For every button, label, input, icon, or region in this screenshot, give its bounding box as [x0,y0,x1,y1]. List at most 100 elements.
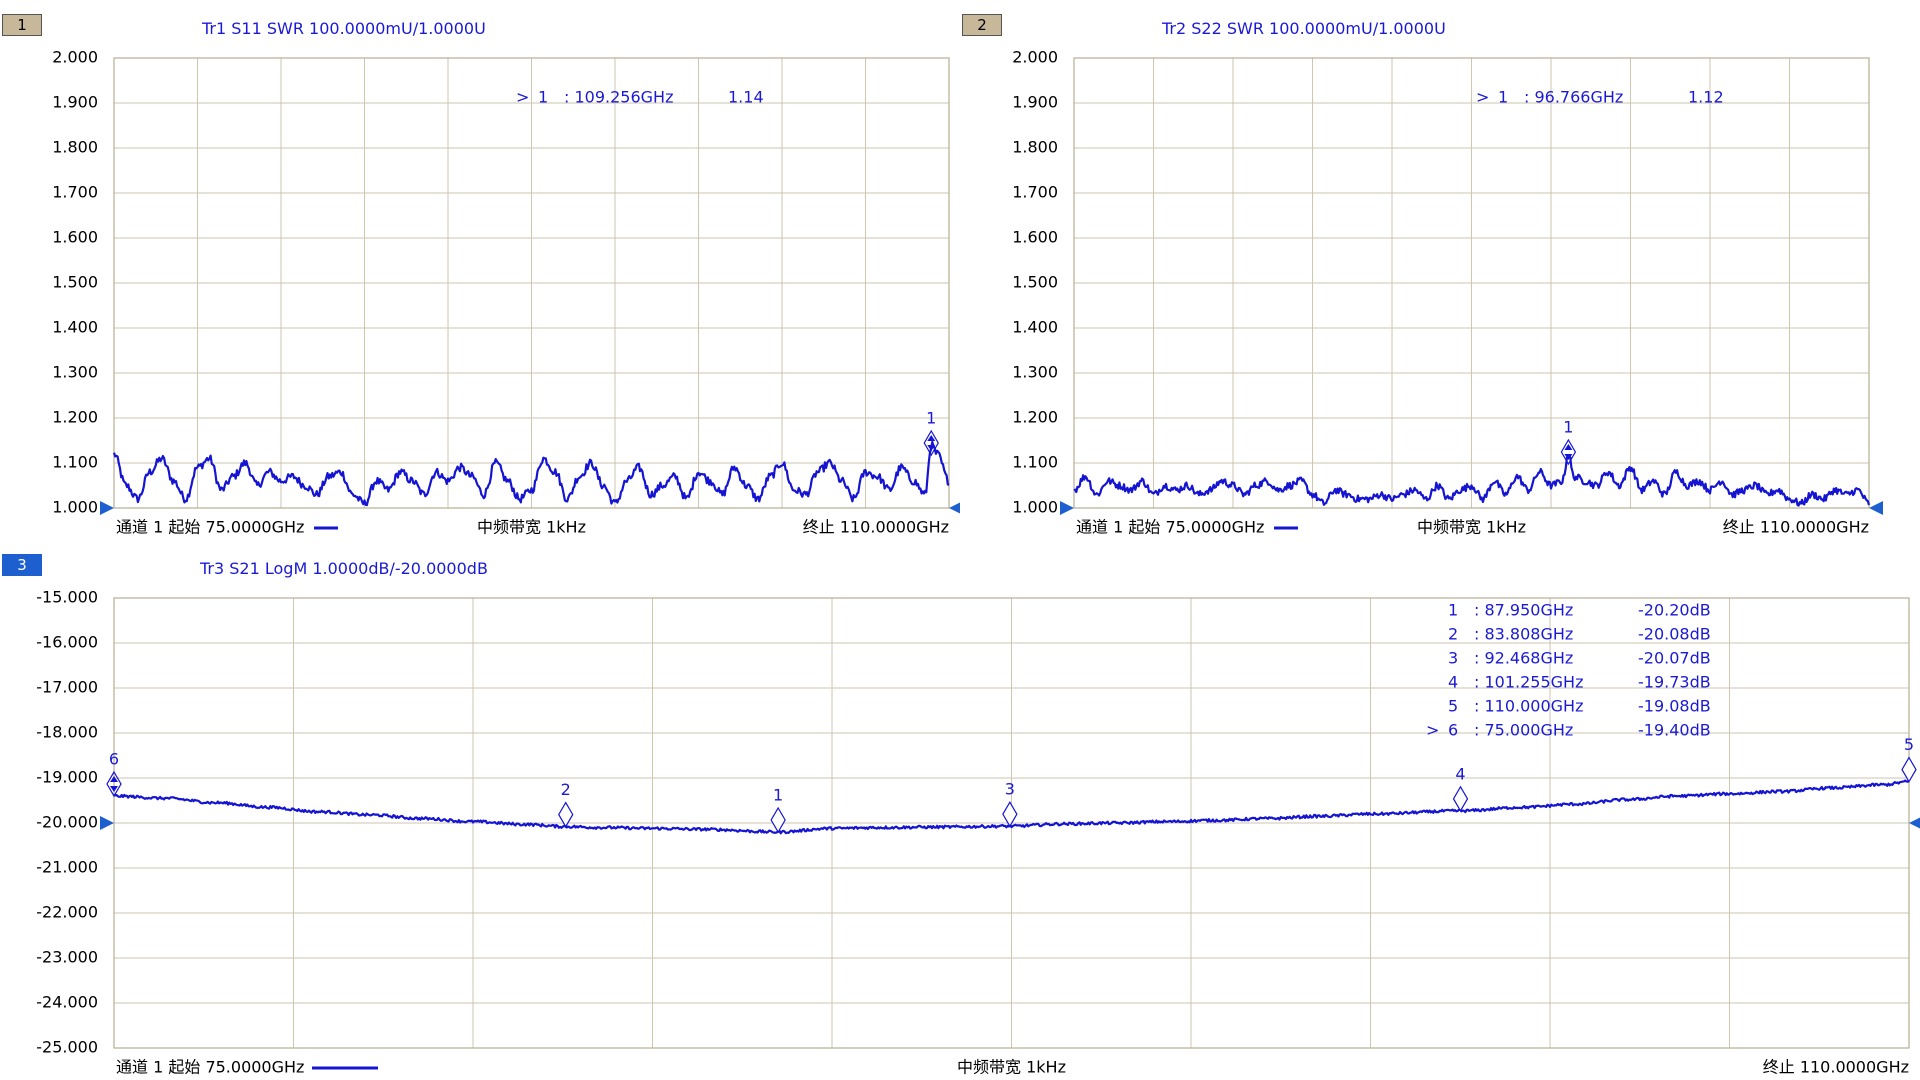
channel-badge-3[interactable]: 3 [2,554,42,576]
trace-title-tr3[interactable]: Tr3 S21 LogM 1.0000dB/-20.0000dB [200,559,488,578]
y-tick-label: 1.900 [1012,93,1058,112]
footer-if-bandwidth: 中频带宽 1kHz [477,518,586,537]
y-tick-label: -22.000 [36,903,98,922]
marker-readout-table: >1: 96.766GHz 1.12 [1476,88,1724,107]
marker-readout-value: -19.40dB [1638,721,1711,740]
marker-readout-number: 5 [1448,697,1458,716]
marker-readout-value: -20.20dB [1638,601,1711,620]
marker-readout-row: 4 : 101.255GHz -19.73dB [1448,673,1711,692]
marker-diamond [1901,756,1917,783]
marker-readout-value: -19.08dB [1638,697,1711,716]
trace-line [112,440,950,507]
chart-panel-tr2: 2 Tr2 S22 SWR 100.0000mU/1.0000U 2.000 1.… [960,0,1920,540]
y-tick-label: -17.000 [36,678,98,697]
marker-label: 6 [109,750,119,769]
marker-readout-value: -20.07dB [1638,649,1711,668]
y-tick-label: 2.000 [52,48,98,67]
y-tick-label: 1.000 [52,498,98,517]
marker-readout-frequency: : 96.766GHz [1524,88,1623,107]
marker-4[interactable]: 4 [1452,764,1469,813]
marker-5[interactable]: 5 [1901,735,1917,783]
marker-label: 1 [773,786,783,805]
y-tick-label: 1.700 [1012,183,1058,202]
marker-diamond [770,806,786,834]
reference-marker-left [100,816,114,830]
y-tick-label: -24.000 [36,993,98,1012]
y-tick-label: 1.300 [52,363,98,382]
marker-readout-frequency: : 101.255GHz [1474,673,1583,692]
marker-active-indicator: > [1426,721,1439,740]
marker-readout-frequency: : 92.468GHz [1474,649,1573,668]
y-tick-label: 2.000 [1012,48,1058,67]
reference-marker-right [1869,501,1883,515]
marker-readout-row: 1: 87.950GHz -20.20dB [1448,601,1711,620]
chart-tr3[interactable]: -15.000 -16.000 -17.000 -18.000 -19.000 -20.0… [0,540,1920,1080]
marker-readout-number: 4 [1448,673,1458,692]
footer-if-bandwidth: 中频带宽 1kHz [957,1058,1066,1077]
marker-readout-value: 1.12 [1688,88,1724,107]
reference-marker-right [949,502,960,514]
y-tick-label: 1.800 [52,138,98,157]
marker-readout-value: -19.73dB [1638,673,1711,692]
marker-readout-table: >1: 109.256GHz 1.14 [516,88,764,107]
marker-diamond [923,429,939,457]
chart-panel-tr3: 3 Tr3 S21 LogM 1.0000dB/-20.0000dB -15.0… [0,540,1920,1080]
y-tick-label: 1.500 [52,273,98,292]
y-tick-label: -18.000 [36,723,98,742]
marker-readout-frequency: : 83.808GHz [1474,625,1573,644]
marker-1[interactable]: 1 [1560,418,1577,466]
y-tick-label: 1.200 [52,408,98,427]
y-tick-label: -16.000 [36,633,98,652]
y-tick-label: 1.600 [1012,228,1058,247]
marker-2[interactable]: 2 [558,780,574,828]
reference-marker-right [1909,817,1920,829]
chart-tr2[interactable]: 2.000 1.900 1.800 1.700 1.600 1.500 1.400 1.300… [960,0,1920,540]
trace-title-tr1[interactable]: Tr1 S11 SWR 100.0000mU/1.0000U [202,19,486,38]
marker-label: 1 [1563,418,1573,437]
footer-start-frequency: 通道 1 起始 75.0000GHz [116,1058,304,1077]
chart-tr1[interactable]: 2.000 1.900 1.800 1.700 1.600 1.500 1.400 1.300… [0,0,960,540]
y-tick-label: 1.400 [1012,318,1058,337]
footer-start-frequency: 通道 1 起始 75.0000GHz [1076,518,1264,537]
grid [1074,58,1869,508]
channel-badge-2[interactable]: 2 [962,14,1002,36]
marker-3[interactable]: 3 [1002,780,1018,828]
marker-label: 2 [561,780,571,799]
marker-diamond [1560,438,1577,466]
marker-active-arrows [927,435,936,451]
chart-panel-tr1: 1 Tr1 S11 SWR 100.0000mU/1.0000U 2.000 1.… [0,0,960,540]
footer-start-frequency: 通道 1 起始 75.0000GHz [116,518,304,537]
marker-active-arrows [110,776,118,792]
reference-marker-left [1060,501,1074,515]
marker-1[interactable]: 1 [770,786,786,834]
trace-title-tr2[interactable]: Tr2 S22 SWR 100.0000mU/1.0000U [1162,19,1446,38]
channel-badge-1[interactable]: 1 [2,14,42,36]
marker-readout-row: >1: 109.256GHz 1.14 [516,88,764,107]
trace-line [1073,455,1871,507]
footer-stop-frequency: 终止 110.0000GHz [1723,518,1869,537]
marker-readout-row: >1: 96.766GHz 1.12 [1476,88,1724,107]
marker-readout-number: 3 [1448,649,1458,668]
marker-diamond [106,770,122,798]
footer-stop-frequency: 终止 110.0000GHz [1763,1058,1909,1077]
y-tick-label: 1.100 [1012,453,1058,472]
marker-readout-number: 2 [1448,625,1458,644]
y-tick-label: 1.900 [52,93,98,112]
marker-1[interactable]: 1 [923,409,939,457]
y-tick-label: 1.600 [52,228,98,247]
marker-readout-frequency: : 109.256GHz [564,88,673,107]
plot-frame [113,57,950,509]
marker-6[interactable]: 6 [106,750,122,798]
marker-readout-table: 1: 87.950GHz -20.20dB 2: 83.808GHz -20.08dB… [1426,601,1711,740]
y-tick-label: 1.100 [52,453,98,472]
grid [114,598,1909,1048]
marker-readout-frequency: : 75.000GHz [1474,721,1573,740]
y-tick-label: 1.800 [1012,138,1058,157]
marker-readout-number: 1 [1498,88,1508,107]
marker-label: 4 [1455,764,1465,783]
y-tick-label: 1.200 [1012,408,1058,427]
marker-readout-frequency: : 87.950GHz [1474,601,1573,620]
y-tick-label: 1.500 [1012,273,1058,292]
marker-readout-row: 2: 83.808GHz -20.08dB [1448,625,1711,644]
grid [114,58,949,508]
